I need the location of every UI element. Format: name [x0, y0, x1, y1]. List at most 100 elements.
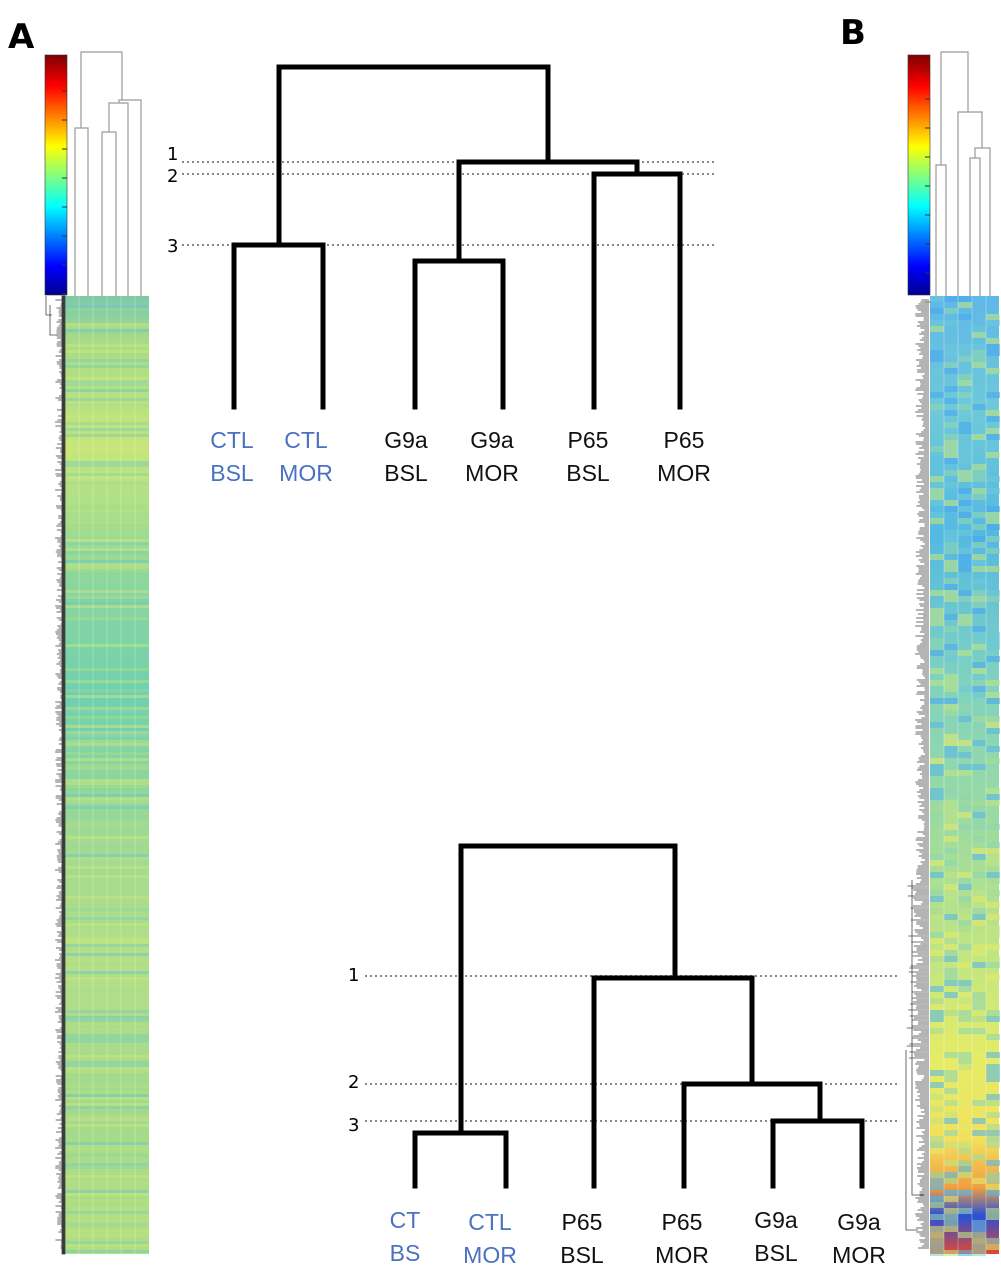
heatmap-cell	[972, 896, 986, 902]
panel-a-leaf-6-line1: P65	[664, 427, 705, 453]
heatmap-row	[65, 734, 149, 737]
heatmap-cell	[958, 686, 972, 692]
panel-b-leaf-6-line1: G9a	[837, 1209, 881, 1235]
heatmap-cell	[958, 920, 972, 926]
heatmap-cell	[944, 422, 958, 428]
heatmap-cell	[972, 326, 986, 332]
heatmap-cell	[986, 1016, 1000, 1022]
heatmap-cell	[930, 668, 944, 674]
heatmap-cell	[930, 794, 944, 800]
panel-b-leaf-3-line1: P65	[562, 1209, 603, 1235]
heatmap-row	[65, 428, 149, 431]
heatmap-cell	[986, 800, 1000, 806]
heatmap-row	[65, 1010, 149, 1013]
panel-a-branch-ctl	[231, 242, 326, 410]
heatmap-row	[65, 644, 149, 647]
heatmap-row	[65, 1028, 149, 1031]
heatmap-cell	[972, 566, 986, 572]
heatmap-cell	[930, 620, 944, 626]
heatmap-row	[65, 1091, 149, 1094]
heatmap-cell	[944, 410, 958, 416]
heatmap-cell	[972, 404, 986, 410]
heatmap-cell	[972, 362, 986, 368]
heatmap-cell	[930, 500, 944, 506]
heatmap-cell	[944, 626, 958, 632]
heatmap-cell	[930, 680, 944, 686]
heatmap-row	[65, 1247, 149, 1250]
heatmap-row	[65, 836, 149, 839]
heatmap-cell	[972, 1016, 986, 1022]
heatmap-cell	[930, 644, 944, 650]
heatmap-cell	[944, 644, 958, 650]
heatmap-cell	[972, 1220, 986, 1226]
heatmap-cell	[944, 680, 958, 686]
heatmap-cell	[958, 1064, 972, 1070]
heatmap-cell	[930, 884, 944, 890]
heatmap-cell	[972, 602, 986, 608]
panel-a-leaf-2-line2: MOR	[279, 460, 333, 486]
heatmap-row	[65, 797, 149, 800]
heatmap-cell	[958, 812, 972, 818]
heatmap-row	[65, 1154, 149, 1157]
heatmap-cell	[972, 674, 986, 680]
heatmap-row	[65, 1118, 149, 1121]
heatmap-row	[65, 1115, 149, 1118]
heatmap-cell	[958, 296, 972, 302]
heatmap-cell	[986, 656, 1000, 662]
heatmap-row	[65, 365, 149, 368]
heatmap-row	[65, 806, 149, 809]
heatmap-row	[65, 710, 149, 713]
heatmap-cell	[930, 1184, 944, 1190]
heatmap-row	[65, 854, 149, 857]
heatmap-cell	[972, 740, 986, 746]
heatmap-cell	[972, 488, 986, 494]
panel-a-branch-p65	[591, 171, 683, 410]
heatmap-cell	[972, 560, 986, 566]
heatmap-cell	[930, 830, 944, 836]
panel-b-cut-lines	[365, 975, 897, 1122]
heatmap-cell	[972, 332, 986, 338]
heatmap-row	[65, 941, 149, 944]
heatmap-cell	[958, 1010, 972, 1016]
heatmap-cell	[958, 554, 972, 560]
panel-b-branch-g9a	[770, 1118, 865, 1189]
heatmap-cell	[930, 1148, 944, 1154]
heatmap-cell	[972, 626, 986, 632]
heatmap-cell	[944, 884, 958, 890]
heatmap-cell	[930, 356, 944, 362]
panel-letter-b: B	[840, 13, 866, 53]
heatmap-row	[65, 482, 149, 485]
heatmap-cell	[958, 344, 972, 350]
heatmap-cell	[958, 356, 972, 362]
heatmap-row	[65, 542, 149, 545]
heatmap-cell	[958, 1160, 972, 1166]
heatmap-cell	[958, 476, 972, 482]
panel-b-leaf-5-line1: G9a	[754, 1207, 798, 1233]
heatmap-cell	[958, 980, 972, 986]
heatmap-cell	[986, 638, 1000, 644]
heatmap-cell	[986, 824, 1000, 830]
heatmap-row	[65, 1097, 149, 1100]
heatmap-cell	[958, 566, 972, 572]
heatmap-cell	[930, 704, 944, 710]
heatmap-cell	[972, 542, 986, 548]
heatmap-cell	[958, 872, 972, 878]
heatmap-cell	[958, 560, 972, 566]
heatmap-cell	[944, 848, 958, 854]
heatmap-cell	[944, 1112, 958, 1118]
heatmap-cell	[958, 752, 972, 758]
heatmap-row	[65, 1163, 149, 1166]
heatmap-cell	[944, 800, 958, 806]
heatmap-cell	[958, 530, 972, 536]
heatmap-cell	[930, 392, 944, 398]
heatmap-row	[65, 1190, 149, 1193]
heatmap-row	[65, 1040, 149, 1043]
heatmap-row	[65, 689, 149, 692]
heatmap-cell	[972, 1232, 986, 1238]
heatmap-row	[65, 767, 149, 770]
heatmap-row	[65, 1103, 149, 1106]
heatmap-row	[65, 794, 149, 797]
heatmap-row	[65, 1019, 149, 1022]
heatmap-cell	[958, 620, 972, 626]
heatmap-cell	[944, 914, 958, 920]
